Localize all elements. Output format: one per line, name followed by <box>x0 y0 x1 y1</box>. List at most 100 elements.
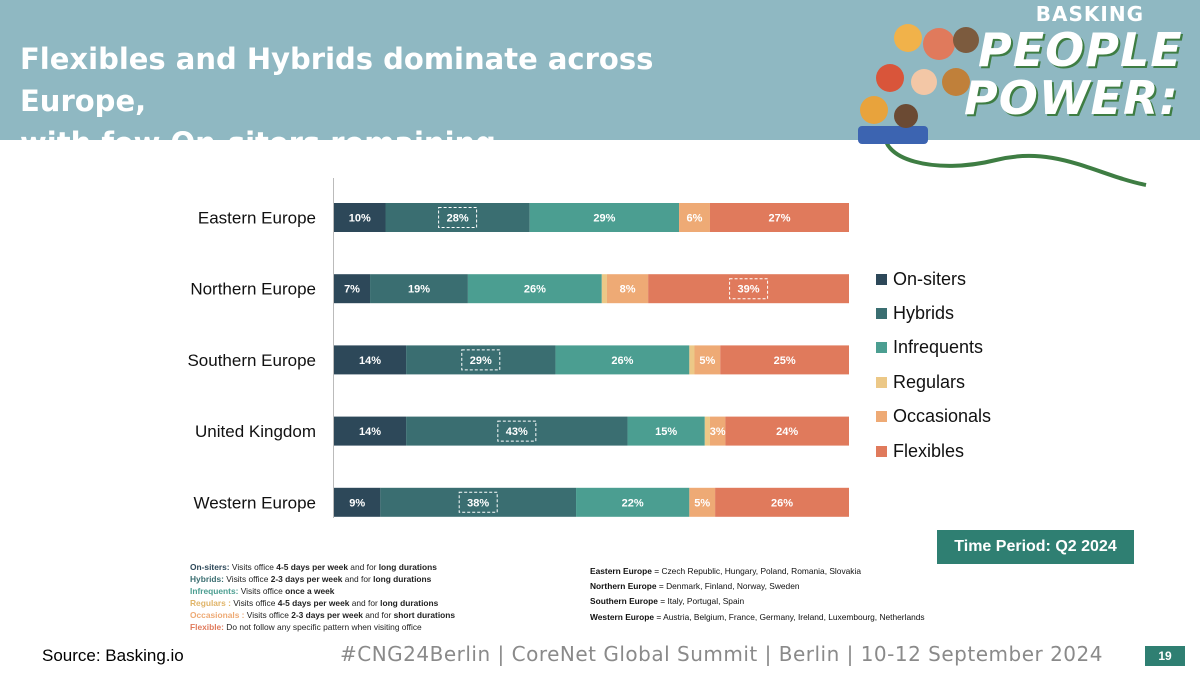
data-label: 14% <box>359 355 381 367</box>
brand-slogan: PEOPLE POWER: <box>964 23 1183 122</box>
data-label: 26% <box>771 497 793 509</box>
bar-segment <box>334 416 407 446</box>
legend-item: Hybrids <box>876 296 991 330</box>
brand-face-icon <box>911 69 937 95</box>
definition-row: Occasionals : Visits office 2-3 days per… <box>190 609 455 621</box>
brand-face-icon <box>894 24 922 52</box>
definition-text: 4-5 days per week <box>277 598 350 608</box>
bar-segment <box>715 487 849 517</box>
data-label: 8% <box>620 284 636 296</box>
segment-definitions: On-siters: Visits office 4-5 days per we… <box>190 561 455 633</box>
definition-text: Visits office <box>223 574 271 584</box>
definition-text: long durations <box>380 598 439 608</box>
region-name: Eastern Europe <box>590 566 652 576</box>
bar-segment <box>334 487 381 517</box>
legend-label: Hybrids <box>893 303 955 324</box>
time-period-badge: Time Period: Q2 2024 <box>937 530 1134 564</box>
legend-item: Infrequents <box>876 331 991 365</box>
highlight-box <box>438 207 478 228</box>
brand-face-icon <box>894 104 918 128</box>
bar-segment <box>529 203 680 232</box>
legend-item: Flexibles <box>876 434 991 468</box>
legend-item: On-siters <box>876 262 991 296</box>
legend-label: Infrequents <box>893 337 984 358</box>
definition-text: long durations <box>373 574 432 584</box>
bar-segment <box>334 345 407 375</box>
definition-row: Flexible: Do not follow any specific pat… <box>190 621 455 633</box>
brand-face-icon <box>860 96 888 124</box>
title-line-1: Flexibles and Hybrids dominate across Eu… <box>20 42 654 118</box>
header-banner: Flexibles and Hybrids dominate across Eu… <box>0 0 1200 160</box>
brand-plug-icon <box>858 126 928 144</box>
bar-segment <box>689 487 716 517</box>
legend-item: Regulars <box>876 365 991 399</box>
brand-face-icon <box>876 64 904 92</box>
definition-text: Do not follow any specific pattern when … <box>223 622 422 632</box>
definition-text: 2-3 days per week <box>270 574 343 584</box>
data-label: 24% <box>776 426 798 438</box>
bar-segment <box>370 274 468 304</box>
definition-term: On-siters: <box>190 562 230 572</box>
brand-face-icon <box>923 28 955 60</box>
region-countries: = Austria, Belgium, France, Germany, Ire… <box>654 611 925 622</box>
definition-term: Occasionals : <box>190 610 245 620</box>
stacked-bar-chart: Eastern Europe 10% 28% 29% 6% 27% Northern Eur… <box>187 178 849 518</box>
data-label: 38% <box>467 497 489 509</box>
legend-label: Regulars <box>893 371 966 392</box>
bar-segment <box>601 274 607 304</box>
definition-row: Hybrids: Visits office 2-3 days per week… <box>190 573 455 585</box>
definition-text: and for <box>342 574 374 584</box>
data-label: 14% <box>359 426 381 438</box>
source-note: Source: Basking.io <box>42 646 184 665</box>
title-line-2: with few On-siters remaining <box>20 126 496 160</box>
data-label: 5% <box>694 497 710 509</box>
legend-swatch <box>876 376 887 388</box>
region-row: Eastern Europe = Czech Republic, Hungary… <box>590 564 925 579</box>
definition-text: short durations <box>393 610 456 620</box>
brand-cable-icon <box>882 127 1147 187</box>
definition-text: Visits office <box>244 610 292 620</box>
legend-swatch <box>876 342 887 354</box>
definition-term: Infrequents: <box>190 586 239 596</box>
data-label: 9% <box>349 497 365 509</box>
bar-segment <box>576 487 690 517</box>
highlight-box <box>458 491 498 513</box>
definition-row: Regulars : Visits office 4-5 days per we… <box>190 597 455 609</box>
legend-label: On-siters <box>893 268 967 289</box>
highlight-box <box>497 420 537 442</box>
brand-slogan-line-1: PEOPLE <box>978 23 1183 77</box>
data-label: 7% <box>344 284 360 296</box>
data-label: 10% <box>349 213 371 225</box>
data-label: 25% <box>774 355 796 367</box>
legend-swatch <box>876 308 887 320</box>
brand-illustration <box>858 24 1147 187</box>
page-number: 19 <box>1145 646 1185 666</box>
region-countries: = Italy, Portugal, Spain <box>657 596 745 607</box>
bar-segment <box>679 203 710 232</box>
highlight-box <box>461 349 501 371</box>
chart-legend: On-siters Hybrids Infrequents Regulars Occas… <box>876 262 991 468</box>
bar-segment <box>704 416 710 446</box>
category-label: United Kingdom <box>195 422 316 441</box>
data-label: 3% <box>710 426 726 438</box>
category-label: Eastern Europe <box>198 209 316 228</box>
brand-face-icon <box>953 27 979 53</box>
region-countries: = Denmark, Finland, Norway, Sweden <box>656 581 800 592</box>
definition-text: Visits office <box>229 562 277 572</box>
data-label: 27% <box>768 213 790 225</box>
region-row: Southern Europe = Italy, Portugal, Spain <box>590 594 925 609</box>
bar-segment <box>709 203 849 232</box>
data-label: 19% <box>408 284 430 296</box>
bar-segment <box>334 274 371 304</box>
legend-swatch <box>876 411 887 423</box>
region-countries: = Czech Republic, Hungary, Poland, Roman… <box>651 566 862 576</box>
bar-segment <box>606 274 649 304</box>
definition-text: 4-5 days per week <box>276 562 348 572</box>
region-name: Southern Europe <box>590 596 658 607</box>
legend-swatch <box>876 273 887 285</box>
definition-text: once a week <box>285 586 335 596</box>
region-row: Northern Europe = Denmark, Finland, Norw… <box>590 579 925 594</box>
definition-row: On-siters: Visits office 4-5 days per we… <box>190 561 455 573</box>
bar-segment <box>694 345 721 375</box>
definition-term: Regulars : <box>190 598 231 608</box>
